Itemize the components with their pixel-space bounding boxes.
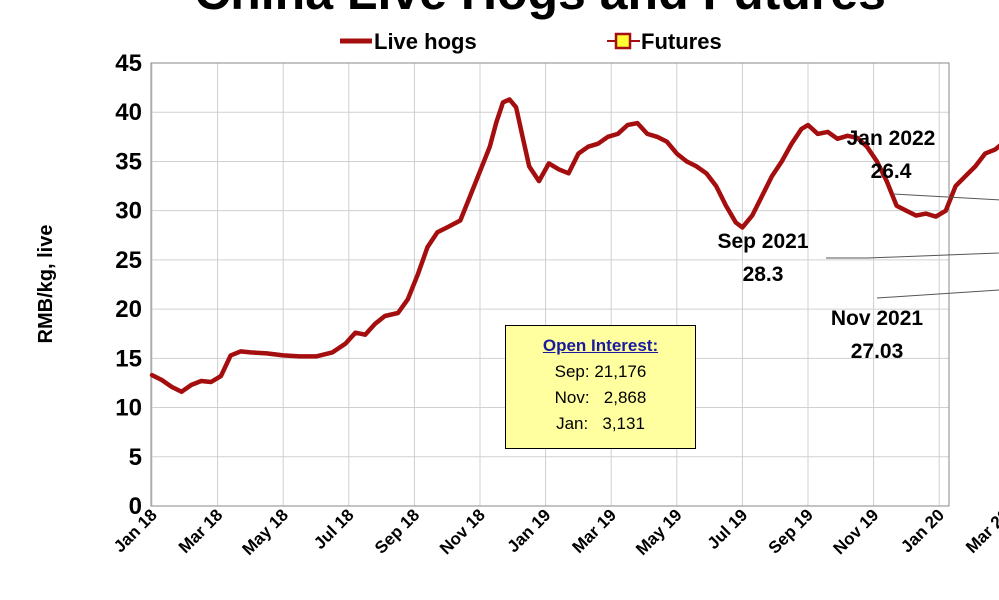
x-tick-label: Mar 18 (175, 505, 227, 557)
chart-title: China Live Hogs and Futures (194, 0, 886, 20)
annotation-leader-line (876, 289, 999, 299)
annotation-nov-2021-label: Nov 2021 (831, 307, 924, 330)
open-interest-box: Open Interest: Sep: 21,176 Nov: 2,868 Ja… (505, 325, 696, 449)
y-tick-label: 45 (115, 50, 142, 77)
x-tick-label: Jul 18 (310, 505, 358, 553)
open-interest-nov: Nov: 2,868 (554, 388, 647, 407)
x-tick-label: Jan 20 (897, 505, 948, 556)
y-tick-label: 5 (129, 444, 142, 471)
plot-area-frame (150, 62, 950, 507)
legend-live-hogs-label: Live hogs (374, 29, 477, 54)
x-tick-label: Jul 19 (704, 505, 752, 553)
y-tick-label: 20 (115, 296, 142, 323)
y-tick-label: 30 (115, 198, 142, 225)
x-axis: Jan 18 Mar 18 May 18 Jul 18 Sep 18 Nov 18 Jan … (110, 505, 999, 559)
x-tick-label: Jan 19 (504, 505, 555, 556)
y-tick-label: 25 (115, 247, 142, 274)
open-interest-sep: Sep: 21,176 (554, 362, 647, 381)
legend-futures-label: Futures (641, 29, 722, 54)
legend-futures-swatch-marker (614, 32, 632, 50)
x-tick-label: Sep 18 (371, 505, 423, 557)
y-tick-label: 15 (115, 345, 142, 372)
x-tick-label: Mar 20 (962, 505, 999, 557)
annotation-nov-2021: Nov 2021 27.03 (831, 307, 924, 363)
y-axis-label: RMB/kg, live (35, 225, 57, 344)
x-tick-label: May 18 (238, 505, 292, 559)
live-hogs-series-line (149, 97, 999, 395)
x-tick-label: Sep 19 (765, 505, 817, 557)
annotation-jan-2022-label: Jan 2022 (847, 127, 936, 150)
x-tick-label: Nov 18 (436, 505, 489, 558)
x-tick-label: Mar 19 (568, 505, 620, 557)
annotation-leader-line (892, 193, 999, 201)
annotation-sep-2021-value: 28.3 (743, 263, 784, 286)
annotation-jan-2022: Jan 2022 26.4 (847, 127, 936, 183)
y-axis: 0 5 10 15 20 25 30 35 40 45 (115, 50, 142, 520)
annotation-jan-2022-value: 26.4 (871, 160, 912, 183)
open-interest-title: Open Interest: (542, 336, 659, 355)
y-tick-label: 0 (129, 493, 142, 520)
x-tick-label: Nov 19 (830, 505, 883, 558)
annotation-sep-2021-label: Sep 2021 (717, 230, 808, 253)
annotation-leaders (826, 193, 999, 299)
x-tick-label: May 19 (632, 505, 686, 559)
legend: Live hogs Futures (340, 29, 722, 54)
annotation-sep-2021: Sep 2021 28.3 (717, 230, 808, 286)
y-tick-label: 40 (115, 99, 142, 126)
y-tick-label: 10 (115, 395, 142, 422)
annotation-leader-line (826, 252, 999, 259)
y-tick-label: 35 (115, 148, 142, 175)
open-interest-jan: Jan: 3,131 (556, 414, 645, 433)
annotation-nov-2021-value: 27.03 (851, 340, 904, 363)
